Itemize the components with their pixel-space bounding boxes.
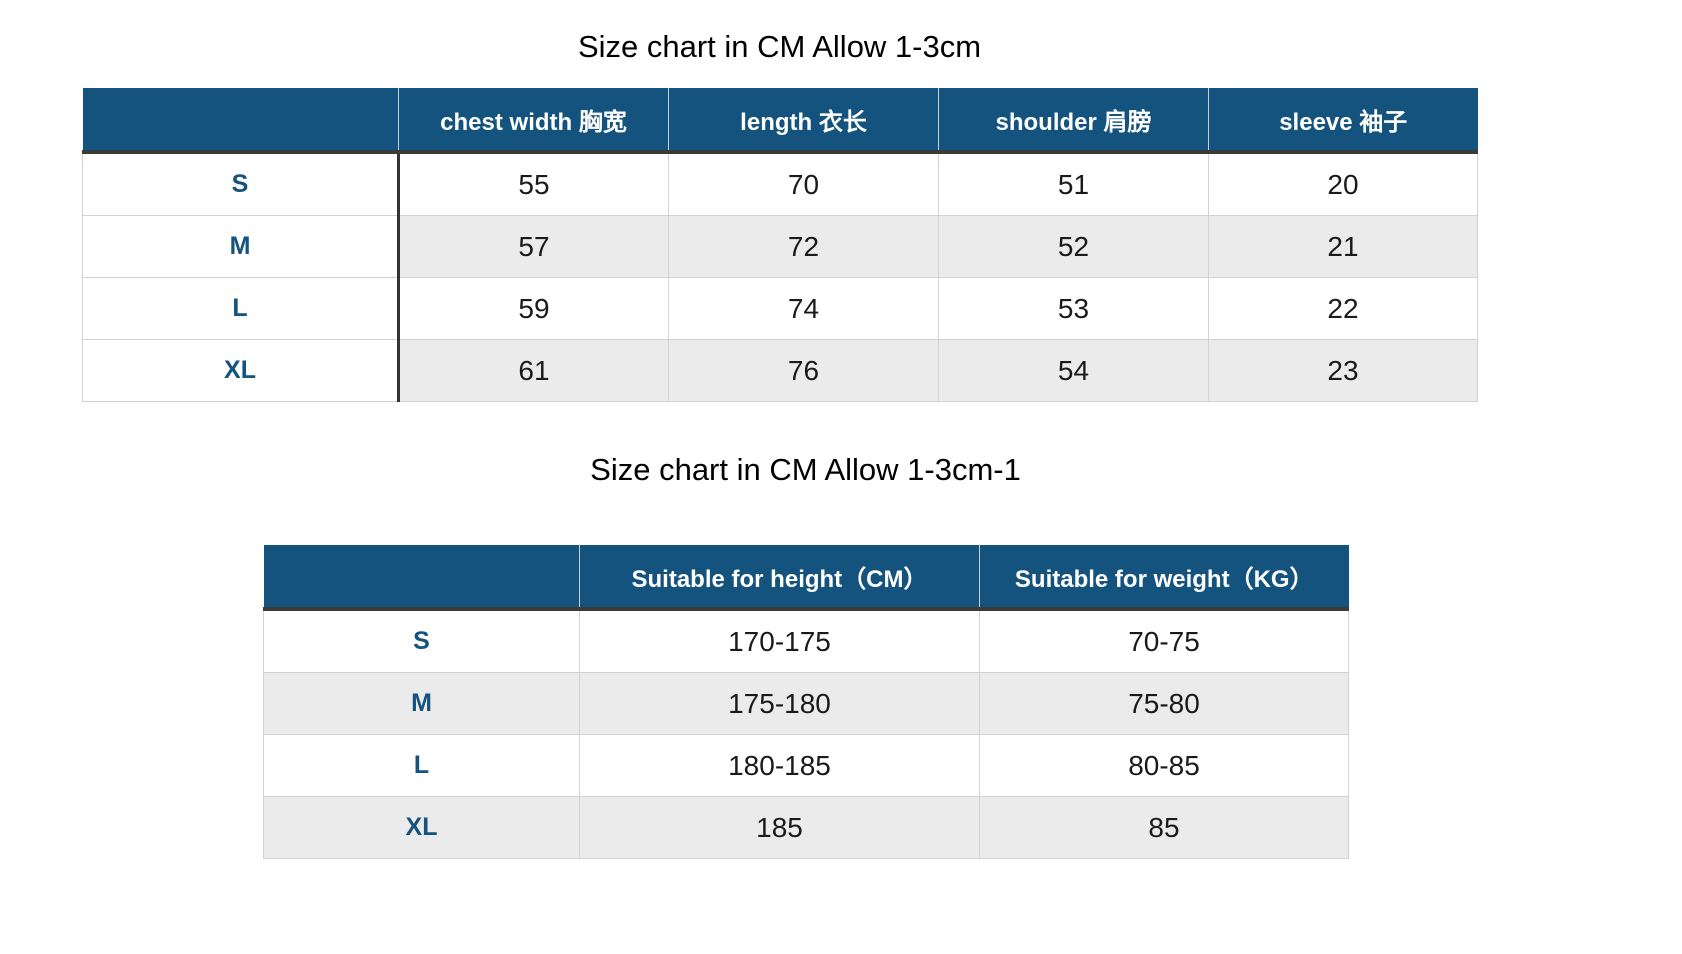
- table-header-row: chest width 胸宽 length 衣长 shoulder 肩膀 sle…: [82, 88, 1478, 154]
- value-cell: 51: [938, 152, 1209, 216]
- size-cell: S: [82, 152, 400, 216]
- value-cell: 80-85: [979, 734, 1349, 797]
- table-row-s: S 55 70 51 20: [82, 152, 1478, 216]
- value-cell: 75-80: [979, 672, 1349, 735]
- column-header-sleeve: sleeve 袖子: [1208, 88, 1478, 154]
- table-row-xl: XL 61 76 54 23: [82, 339, 1478, 402]
- size-cell: XL: [263, 796, 580, 859]
- size-cell: L: [263, 734, 580, 797]
- table-row-l: L 59 74 53 22: [82, 277, 1478, 340]
- value-cell: 175-180: [579, 672, 980, 735]
- value-cell: 170-175: [579, 609, 980, 673]
- size-table-measurements: chest width 胸宽 length 衣长 shoulder 肩膀 sle…: [82, 88, 1478, 402]
- value-cell: 54: [938, 339, 1209, 402]
- table-row-s: S 170-175 70-75: [263, 609, 1349, 673]
- table-row-m: M 175-180 75-80: [263, 672, 1349, 735]
- value-cell: 23: [1208, 339, 1478, 402]
- value-cell: 52: [938, 215, 1209, 278]
- column-header-length: length 衣长: [668, 88, 939, 154]
- value-cell: 74: [668, 277, 939, 340]
- size-table-height-weight: Suitable for height（CM） Suitable for wei…: [263, 545, 1349, 859]
- value-cell: 59: [398, 277, 669, 340]
- value-cell: 53: [938, 277, 1209, 340]
- column-header-height: Suitable for height（CM）: [579, 545, 980, 611]
- table-header-row: Suitable for height（CM） Suitable for wei…: [263, 545, 1349, 611]
- column-header-blank: [82, 88, 399, 154]
- column-header-chest-width: chest width 胸宽: [398, 88, 669, 154]
- value-cell: 70: [668, 152, 939, 216]
- size-cell: L: [82, 277, 400, 340]
- value-cell: 21: [1208, 215, 1478, 278]
- column-header-shoulder: shoulder 肩膀: [938, 88, 1209, 154]
- size-chart-title-2: Size chart in CM Allow 1-3cm-1: [590, 452, 1021, 487]
- size-cell: XL: [82, 339, 400, 402]
- value-cell: 22: [1208, 277, 1478, 340]
- size-cell: M: [263, 672, 580, 735]
- value-cell: 20: [1208, 152, 1478, 216]
- value-cell: 185: [579, 796, 980, 859]
- size-cell: M: [82, 215, 400, 278]
- value-cell: 85: [979, 796, 1349, 859]
- value-cell: 180-185: [579, 734, 980, 797]
- table-row-l: L 180-185 80-85: [263, 734, 1349, 797]
- size-chart-title-1: Size chart in CM Allow 1-3cm: [577, 29, 982, 64]
- value-cell: 72: [668, 215, 939, 278]
- value-cell: 70-75: [979, 609, 1349, 673]
- column-header-weight: Suitable for weight（KG）: [979, 545, 1349, 611]
- value-cell: 61: [398, 339, 669, 402]
- size-cell: S: [263, 609, 580, 673]
- table-row-xl: XL 185 85: [263, 796, 1349, 859]
- value-cell: 57: [398, 215, 669, 278]
- column-header-blank: [263, 545, 580, 611]
- value-cell: 76: [668, 339, 939, 402]
- value-cell: 55: [398, 152, 669, 216]
- table-row-m: M 57 72 52 21: [82, 215, 1478, 278]
